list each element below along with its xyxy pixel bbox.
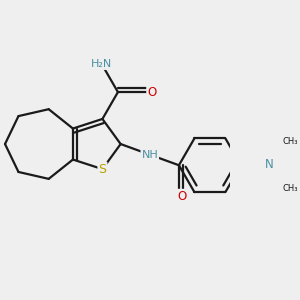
Text: CH₃: CH₃ xyxy=(282,184,298,194)
Text: N: N xyxy=(264,158,273,171)
Text: O: O xyxy=(147,85,156,99)
Text: O: O xyxy=(177,190,186,203)
Text: S: S xyxy=(98,163,106,176)
Text: NH: NH xyxy=(141,150,158,160)
Text: H₂N: H₂N xyxy=(91,59,112,69)
Text: CH₃: CH₃ xyxy=(282,137,298,146)
